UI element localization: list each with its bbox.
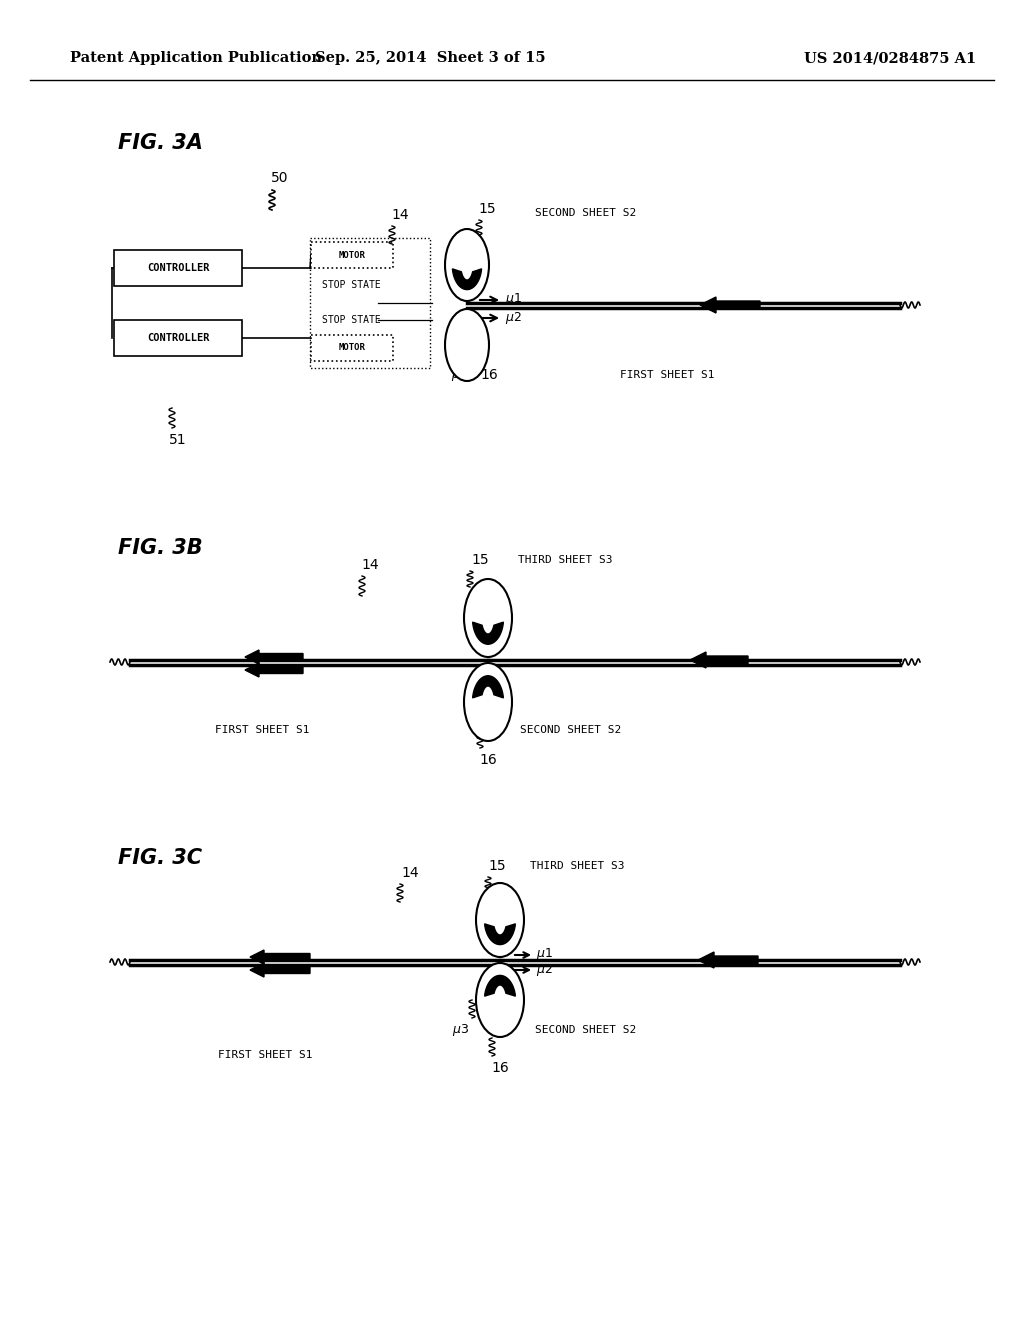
Ellipse shape (464, 579, 512, 657)
Text: 16: 16 (492, 1061, 509, 1074)
Polygon shape (700, 297, 760, 313)
Text: MOTOR: MOTOR (339, 251, 366, 260)
Text: FIG. 3C: FIG. 3C (118, 847, 202, 869)
Text: Patent Application Publication: Patent Application Publication (70, 51, 322, 65)
Text: THIRD SHEET S3: THIRD SHEET S3 (518, 554, 612, 565)
Polygon shape (245, 649, 303, 664)
Polygon shape (245, 663, 303, 677)
Polygon shape (484, 975, 515, 997)
Bar (114, 249, 242, 286)
Ellipse shape (464, 663, 512, 741)
Text: 15: 15 (488, 859, 506, 873)
Text: FIG. 3B: FIG. 3B (118, 539, 203, 558)
Text: THIRD SHEET S3: THIRD SHEET S3 (530, 861, 625, 871)
Text: 51: 51 (169, 433, 186, 447)
Text: $\mu$2: $\mu$2 (505, 310, 522, 326)
Text: 15: 15 (471, 553, 488, 568)
Text: $\mu$3: $\mu$3 (452, 1022, 469, 1038)
Text: $\mu$3: $\mu$3 (451, 367, 468, 383)
Polygon shape (473, 622, 504, 644)
Polygon shape (690, 652, 748, 668)
Bar (311, 242, 393, 268)
Ellipse shape (445, 228, 489, 301)
Text: FIRST SHEET S1: FIRST SHEET S1 (215, 725, 309, 735)
Polygon shape (473, 676, 504, 698)
Text: 16: 16 (480, 368, 498, 381)
Text: US 2014/0284875 A1: US 2014/0284875 A1 (804, 51, 976, 65)
Ellipse shape (445, 309, 489, 381)
Polygon shape (484, 924, 515, 945)
Text: FIRST SHEET S1: FIRST SHEET S1 (620, 370, 715, 380)
Bar (310, 238, 430, 368)
Text: 14: 14 (401, 866, 419, 880)
Text: FIRST SHEET S1: FIRST SHEET S1 (218, 1049, 312, 1060)
Bar (311, 335, 393, 360)
Text: 16: 16 (479, 752, 497, 767)
Text: STOP STATE: STOP STATE (322, 280, 381, 290)
Text: SECOND SHEET S2: SECOND SHEET S2 (535, 209, 636, 218)
Ellipse shape (476, 964, 524, 1038)
Text: CONTROLLER: CONTROLLER (146, 263, 209, 273)
Text: $\mu$1: $\mu$1 (536, 946, 553, 962)
Text: 15: 15 (478, 202, 496, 216)
Bar (114, 319, 242, 356)
Text: Sep. 25, 2014  Sheet 3 of 15: Sep. 25, 2014 Sheet 3 of 15 (314, 51, 546, 65)
Polygon shape (250, 950, 310, 964)
Text: SECOND SHEET S2: SECOND SHEET S2 (520, 725, 622, 735)
Text: $\mu$1: $\mu$1 (505, 290, 522, 308)
Text: CONTROLLER: CONTROLLER (146, 333, 209, 343)
Text: 14: 14 (391, 209, 409, 222)
Polygon shape (453, 269, 481, 289)
Polygon shape (250, 964, 310, 977)
Polygon shape (698, 952, 758, 968)
Text: 14: 14 (361, 558, 379, 572)
Text: FIG. 3A: FIG. 3A (118, 133, 203, 153)
Text: SECOND SHEET S2: SECOND SHEET S2 (535, 1026, 636, 1035)
Text: STOP STATE: STOP STATE (322, 315, 381, 325)
Text: 50: 50 (271, 172, 289, 185)
Ellipse shape (476, 883, 524, 957)
Text: MOTOR: MOTOR (339, 343, 366, 352)
Text: $\mu$2: $\mu$2 (536, 962, 553, 978)
